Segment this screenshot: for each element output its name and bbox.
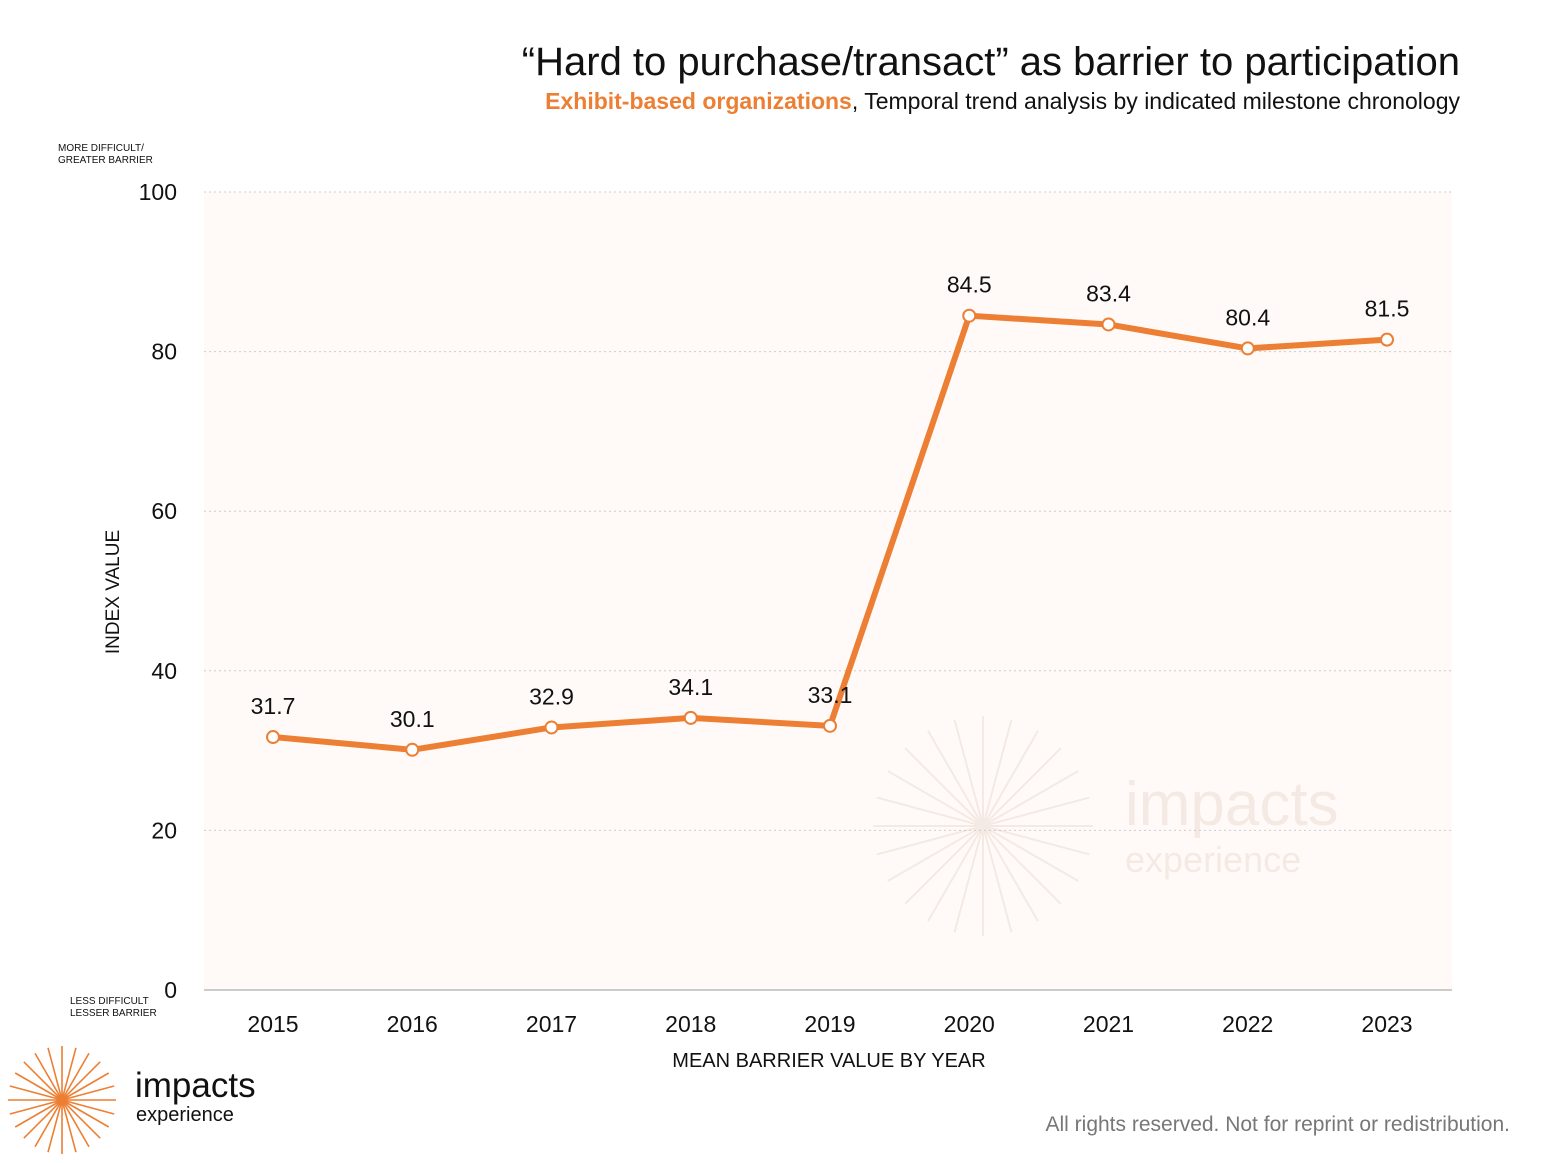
chart-title: “Hard to purchase/transact” as barrier t…	[521, 40, 1460, 84]
y-tick-label: 40	[151, 658, 177, 684]
x-tick-label: 2018	[665, 1011, 716, 1037]
x-tick-label: 2017	[526, 1011, 577, 1037]
y-tick-label: 0	[164, 977, 177, 1003]
plot-area	[204, 192, 1452, 990]
y-tick-label: 60	[151, 498, 177, 524]
y-tick-label: 80	[151, 339, 177, 365]
burst-ray	[927, 730, 1039, 922]
x-tick-label: 2016	[387, 1011, 438, 1037]
burst-ray	[887, 770, 1079, 882]
watermark-word: impacts	[1125, 770, 1339, 839]
data-point	[1240, 341, 1255, 356]
data-label: 80.4	[1225, 304, 1270, 330]
x-tick-label: 2019	[804, 1011, 855, 1037]
burst-ray	[953, 719, 1013, 933]
data-point	[683, 710, 698, 725]
data-label: 30.1	[390, 706, 435, 732]
data-point	[1101, 317, 1116, 332]
data-label: 34.1	[668, 674, 713, 700]
x-tick-label: 2022	[1222, 1011, 1273, 1037]
burst-ray	[904, 747, 1062, 905]
watermark: impacts experience	[873, 716, 1339, 936]
data-label: 84.5	[947, 272, 992, 298]
burst-ray	[876, 796, 1090, 856]
data-label: 33.1	[808, 682, 853, 708]
bottom-note-line1: LESS DIFFICULT	[70, 996, 149, 1007]
burst-ray	[904, 747, 1062, 905]
y-tick-label: 100	[139, 179, 177, 205]
data-label: 81.5	[1365, 296, 1410, 322]
watermark-sub: experience	[1125, 839, 1301, 880]
x-tick-labels: 2015 2016 2017 2018 2019 2020 2021 2022 2023	[247, 1011, 1412, 1037]
bottom-note-line2: LESSER BARRIER	[70, 1008, 157, 1019]
subtitle-highlight: Exhibit-based organizations	[545, 88, 852, 114]
top-note-line1: MORE DIFFICULT/	[58, 143, 144, 154]
x-tick-label: 2023	[1361, 1011, 1412, 1037]
data-point	[544, 720, 559, 735]
x-tick-label: 2021	[1083, 1011, 1134, 1037]
y-axis-bottom-note: LESS DIFFICULT LESSER BARRIER	[70, 996, 157, 1020]
data-point	[962, 308, 977, 323]
burst-ray	[953, 719, 1013, 933]
data-point	[823, 718, 837, 733]
burst-ray	[876, 796, 1090, 856]
data-label: 32.9	[529, 683, 574, 709]
footer-note: All rights reserved. Not for reprint or …	[1045, 1113, 1510, 1136]
top-note-line2: GREATER BARRIER	[58, 155, 153, 166]
watermark-starburst-icon	[873, 716, 1093, 936]
logo-sub: experience	[136, 1104, 234, 1126]
data-labels: 31.7 30.1 32.9 34.1 33.1 84.5 83.4 80.4 81.5	[251, 272, 1410, 732]
x-tick-label: 2020	[944, 1011, 995, 1037]
y-tick-label: 20	[151, 817, 177, 843]
logo-word: impacts	[135, 1066, 256, 1105]
data-label: 31.7	[251, 693, 296, 719]
data-label: 83.4	[1086, 280, 1131, 306]
data-point	[1380, 332, 1394, 347]
burst-ray	[927, 730, 1039, 922]
chart-subtitle: Exhibit-based organizations, Temporal tr…	[545, 88, 1460, 115]
data-point	[266, 730, 280, 745]
data-point	[405, 742, 420, 757]
y-tick-labels: 0 20 40 60 80 100	[139, 179, 177, 1003]
burst-ray	[9, 1085, 115, 1115]
y-axis-top-note: MORE DIFFICULT/ GREATER BARRIER	[58, 143, 153, 167]
x-tick-label: 2015	[247, 1011, 298, 1037]
burst-ray	[887, 770, 1079, 882]
x-axis-label: MEAN BARRIER VALUE BY YEAR	[672, 1050, 986, 1072]
subtitle-rest: , Temporal trend analysis by indicated m…	[851, 88, 1460, 114]
starburst-icon	[8, 1046, 116, 1154]
series-line-group	[266, 308, 1394, 757]
